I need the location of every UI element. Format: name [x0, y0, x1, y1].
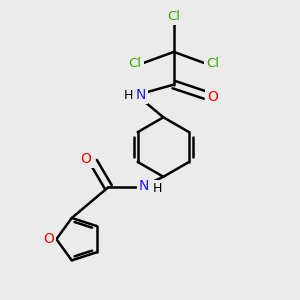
- Text: H: H: [124, 88, 133, 101]
- Text: Cl: Cl: [129, 57, 142, 70]
- Text: O: O: [44, 232, 54, 246]
- Text: H: H: [153, 182, 162, 195]
- Text: O: O: [207, 89, 218, 103]
- Text: Cl: Cl: [167, 10, 180, 23]
- Text: N: N: [139, 179, 149, 193]
- Text: N: N: [136, 88, 146, 102]
- Text: Cl: Cl: [206, 57, 219, 70]
- Text: O: O: [81, 152, 92, 166]
